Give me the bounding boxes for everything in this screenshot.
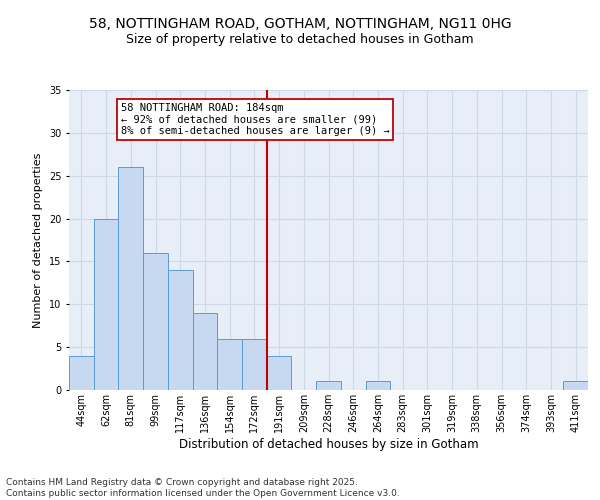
Bar xyxy=(118,167,143,390)
Text: Size of property relative to detached houses in Gotham: Size of property relative to detached ho… xyxy=(126,32,474,46)
Bar xyxy=(193,313,217,390)
Y-axis label: Number of detached properties: Number of detached properties xyxy=(34,152,43,328)
Bar xyxy=(563,382,588,390)
Bar xyxy=(267,356,292,390)
Bar xyxy=(143,253,168,390)
Bar xyxy=(316,382,341,390)
Text: 58 NOTTINGHAM ROAD: 184sqm
← 92% of detached houses are smaller (99)
8% of semi-: 58 NOTTINGHAM ROAD: 184sqm ← 92% of deta… xyxy=(121,103,389,136)
Bar xyxy=(242,338,267,390)
Text: Contains HM Land Registry data © Crown copyright and database right 2025.
Contai: Contains HM Land Registry data © Crown c… xyxy=(6,478,400,498)
Text: 58, NOTTINGHAM ROAD, GOTHAM, NOTTINGHAM, NG11 0HG: 58, NOTTINGHAM ROAD, GOTHAM, NOTTINGHAM,… xyxy=(89,18,511,32)
X-axis label: Distribution of detached houses by size in Gotham: Distribution of detached houses by size … xyxy=(179,438,478,450)
Bar xyxy=(365,382,390,390)
Bar xyxy=(94,218,118,390)
Bar xyxy=(69,356,94,390)
Bar xyxy=(168,270,193,390)
Bar xyxy=(217,338,242,390)
